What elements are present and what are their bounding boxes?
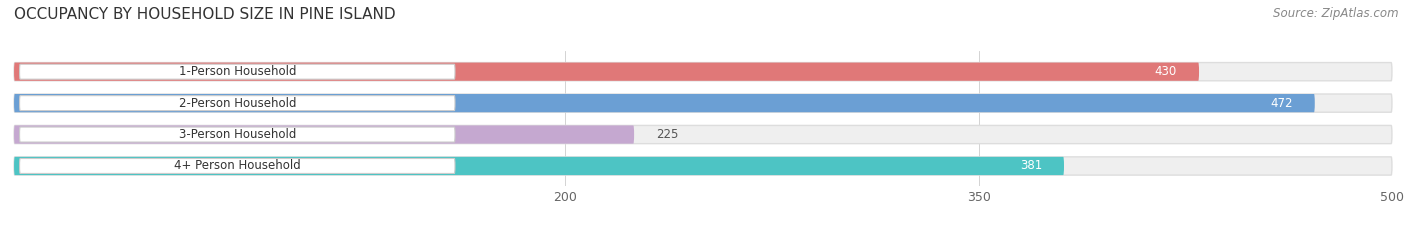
Text: 225: 225: [657, 128, 679, 141]
Text: 4+ Person Household: 4+ Person Household: [174, 159, 301, 172]
FancyBboxPatch shape: [14, 94, 1315, 112]
Text: 2-Person Household: 2-Person Household: [179, 97, 297, 110]
FancyBboxPatch shape: [14, 157, 1064, 175]
FancyBboxPatch shape: [20, 96, 456, 111]
FancyBboxPatch shape: [14, 63, 1199, 81]
Text: Source: ZipAtlas.com: Source: ZipAtlas.com: [1274, 7, 1399, 20]
FancyBboxPatch shape: [20, 158, 456, 173]
FancyBboxPatch shape: [20, 64, 456, 79]
Text: 430: 430: [1154, 65, 1177, 78]
Text: 472: 472: [1270, 97, 1292, 110]
FancyBboxPatch shape: [14, 157, 1392, 175]
FancyBboxPatch shape: [14, 94, 1392, 112]
FancyBboxPatch shape: [20, 127, 456, 142]
FancyBboxPatch shape: [14, 63, 1392, 81]
Text: 1-Person Household: 1-Person Household: [179, 65, 297, 78]
FancyBboxPatch shape: [14, 125, 1392, 144]
Text: 381: 381: [1019, 159, 1042, 172]
FancyBboxPatch shape: [14, 125, 634, 144]
Text: OCCUPANCY BY HOUSEHOLD SIZE IN PINE ISLAND: OCCUPANCY BY HOUSEHOLD SIZE IN PINE ISLA…: [14, 7, 395, 22]
Text: 3-Person Household: 3-Person Household: [179, 128, 297, 141]
